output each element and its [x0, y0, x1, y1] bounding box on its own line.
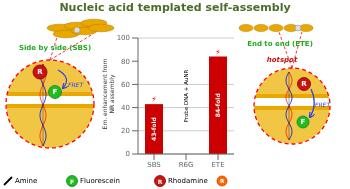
svg-text:R: R: [301, 80, 307, 88]
svg-text:R6G: R6G: [179, 161, 194, 169]
svg-text:⚡: ⚡: [151, 95, 157, 104]
svg-text:R: R: [37, 68, 43, 76]
svg-text:Fluorescein: Fluorescein: [80, 177, 120, 185]
svg-text:FRET: FRET: [68, 81, 84, 88]
svg-text:SBS: SBS: [147, 161, 161, 169]
svg-text:hotspot: hotspot: [267, 56, 298, 64]
svg-text:End to end (ETE): End to end (ETE): [247, 40, 313, 48]
svg-text:F: F: [301, 118, 306, 126]
svg-text:84-fold: 84-fold: [215, 93, 222, 117]
svg-text:Probe DNA + AuNR: Probe DNA + AuNR: [183, 69, 189, 122]
svg-text:Side by side (SBS): Side by side (SBS): [19, 44, 91, 52]
svg-text:R: R: [220, 178, 225, 184]
svg-text:100: 100: [117, 34, 130, 42]
svg-text:43-fold: 43-fold: [151, 117, 158, 141]
svg-text:Em. enhancement from: Em. enhancement from: [101, 58, 108, 129]
svg-text:80: 80: [121, 58, 130, 66]
svg-text:Nucleic acid templated self-as: Nucleic acid templated self-assembly: [59, 1, 290, 14]
svg-text:F: F: [70, 178, 74, 185]
svg-text:F: F: [53, 88, 58, 96]
svg-text:20: 20: [121, 127, 130, 135]
svg-text:R: R: [158, 178, 163, 185]
svg-text:ETE: ETE: [211, 161, 224, 169]
svg-text:FRET: FRET: [315, 101, 331, 108]
svg-text:Amine: Amine: [15, 177, 37, 185]
svg-text:⚡: ⚡: [215, 48, 221, 57]
svg-text:Rhodamine: Rhodamine: [168, 177, 208, 185]
svg-text:40: 40: [121, 104, 130, 112]
svg-text:NR assembly: NR assembly: [108, 74, 116, 114]
svg-text:0: 0: [126, 150, 130, 158]
svg-text:60: 60: [121, 81, 130, 89]
